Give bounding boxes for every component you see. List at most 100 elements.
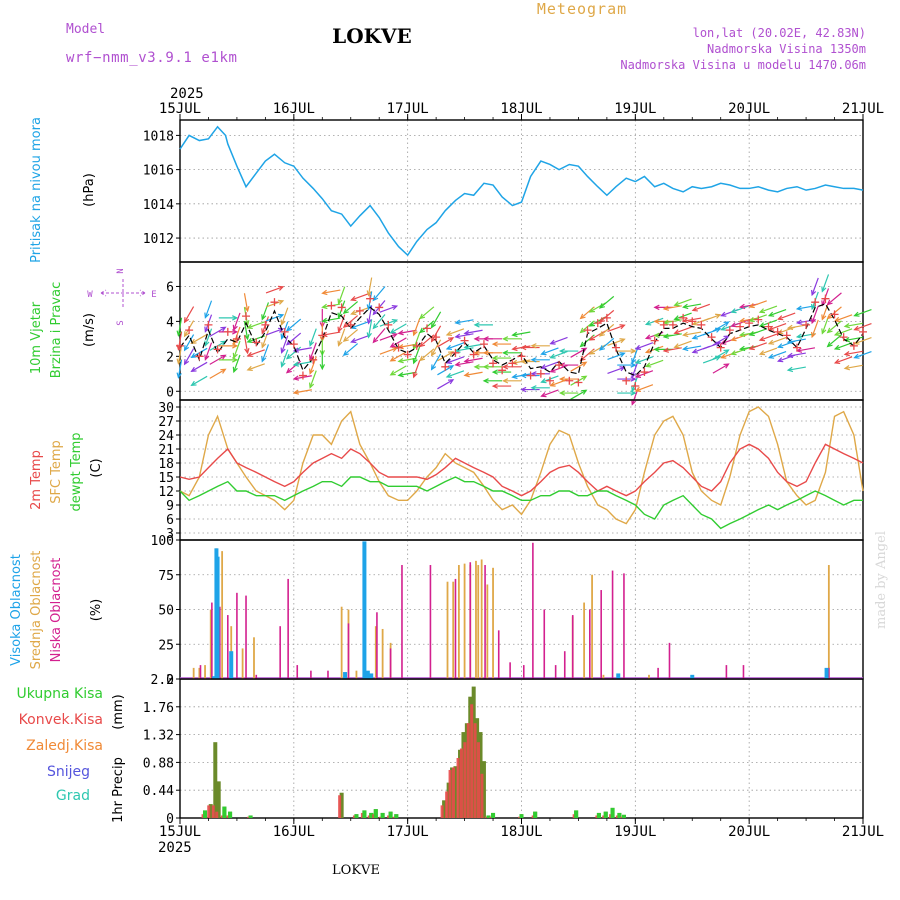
precip-convective-bar bbox=[207, 805, 211, 818]
wind-arrowhead bbox=[520, 372, 527, 379]
wind-arrowhead bbox=[631, 385, 637, 393]
wind-gust-marker bbox=[412, 341, 421, 350]
wind-arrow bbox=[177, 359, 183, 378]
pressure-line bbox=[179, 125, 864, 257]
wind-arrow bbox=[379, 305, 397, 313]
y-tick-label: 1012 bbox=[143, 232, 174, 247]
wind-arrowhead bbox=[520, 386, 527, 393]
y-tick-label: 30 bbox=[158, 401, 174, 416]
wind-arrow bbox=[854, 350, 872, 359]
wind-arrowhead bbox=[220, 354, 227, 360]
wind-arrow bbox=[702, 342, 721, 350]
wind-arrow bbox=[759, 333, 778, 341]
wind-arrowhead bbox=[833, 358, 841, 365]
low-cloud-bar bbox=[623, 573, 625, 679]
wind-arrowhead bbox=[630, 348, 637, 354]
x-tick-label: 17JUL bbox=[387, 101, 429, 117]
y-tick-label: 0 bbox=[166, 673, 174, 688]
mid-cloud-bar bbox=[480, 559, 483, 679]
wind-arrow bbox=[674, 298, 692, 306]
wind-arrowhead bbox=[366, 318, 372, 325]
wind-arrow bbox=[589, 302, 606, 313]
wind-gust-marker bbox=[736, 322, 745, 331]
y-tick-label: 0 bbox=[166, 812, 174, 827]
legend-hail: Grad bbox=[56, 788, 90, 804]
wind-arrowhead bbox=[581, 361, 588, 367]
y-tick-label: 2 bbox=[166, 350, 174, 365]
y-tick-label: 6 bbox=[166, 513, 174, 528]
y-tick-label: 12 bbox=[158, 485, 174, 500]
wind-arrow bbox=[446, 356, 465, 364]
wind-gust-marker bbox=[375, 303, 384, 312]
wind-arrowhead bbox=[730, 322, 737, 328]
wind-arrowhead bbox=[389, 328, 396, 334]
wind-gust-marker bbox=[574, 378, 583, 387]
wind-arrowhead bbox=[786, 324, 794, 331]
wind-arrowhead bbox=[558, 348, 566, 354]
wind-arrowhead bbox=[220, 326, 227, 332]
wind-arrow bbox=[834, 342, 853, 350]
wind-arrow bbox=[811, 305, 819, 324]
wind-arrow bbox=[243, 293, 249, 312]
wind-arrow bbox=[343, 301, 359, 314]
wind-arrowhead bbox=[682, 331, 689, 338]
wind-arrow bbox=[821, 302, 830, 320]
y-tick-label: 75 bbox=[158, 569, 174, 584]
wind-arrow bbox=[712, 335, 729, 346]
wind-arrowhead bbox=[549, 381, 556, 387]
wind-arrowhead bbox=[811, 289, 817, 297]
precip-total-bar bbox=[481, 761, 486, 818]
low-cloud-bar bbox=[497, 630, 500, 679]
wind-arrowhead bbox=[391, 318, 399, 325]
wind-gust-marker bbox=[650, 336, 659, 345]
wind-arrow bbox=[367, 319, 373, 338]
low-cloud-bar bbox=[236, 592, 238, 679]
wind-arrowhead bbox=[350, 337, 357, 344]
wind-gust-marker bbox=[394, 343, 403, 352]
wind-arrowhead bbox=[372, 323, 379, 330]
wind-arrow bbox=[247, 321, 265, 329]
wind-arrowhead bbox=[758, 322, 766, 328]
wind-gust-marker bbox=[668, 320, 677, 329]
wind-gust-marker bbox=[498, 366, 507, 375]
pressure-unit: (hPa) bbox=[82, 173, 97, 207]
y-tick-label: 15 bbox=[158, 471, 174, 486]
wind-arrow bbox=[413, 359, 421, 378]
wind-arrow bbox=[683, 345, 702, 350]
wind-gust-marker bbox=[270, 298, 279, 307]
y-tick-label: 1.76 bbox=[143, 701, 174, 716]
mid-cloud-bar bbox=[221, 551, 224, 679]
wind-arrow bbox=[351, 293, 369, 301]
mid-cloud-bar bbox=[209, 609, 212, 679]
wind-arrow bbox=[607, 352, 625, 360]
wind-arrowhead bbox=[833, 316, 841, 323]
wind-gust-marker bbox=[366, 294, 375, 303]
wind-gust-marker bbox=[602, 313, 611, 322]
wind-arrowhead bbox=[634, 358, 642, 364]
wind-arrowhead bbox=[244, 334, 250, 341]
wind-arrow bbox=[265, 328, 284, 336]
wind-arrow bbox=[437, 351, 454, 362]
wind-arrowhead bbox=[634, 372, 642, 378]
precip-panel: 0 0.44 0.88 1.32 1.76 2.2 bbox=[143, 673, 864, 827]
wind-arrowhead bbox=[491, 369, 498, 375]
wind-arrowhead bbox=[581, 389, 588, 395]
wind-arrowhead bbox=[811, 303, 817, 311]
wind-arrow bbox=[372, 286, 386, 301]
wind-arrow bbox=[541, 389, 559, 397]
mid-cloud-bar bbox=[452, 581, 455, 679]
sfc-ylabel: SFC Temp bbox=[49, 440, 64, 504]
wind-arrowhead bbox=[558, 376, 566, 382]
low-cloud-bar bbox=[279, 626, 281, 679]
wind-arrow bbox=[759, 305, 778, 313]
wind-arrow bbox=[431, 339, 442, 356]
credit-text: made by Angel bbox=[874, 531, 889, 629]
wind-arrowhead bbox=[342, 308, 349, 315]
wind-arrow bbox=[247, 363, 265, 371]
wind-arrow bbox=[367, 277, 373, 296]
wind-arrowhead bbox=[447, 365, 455, 371]
wind-arrowhead bbox=[337, 298, 343, 305]
precip-light-bar bbox=[388, 811, 393, 818]
wind-arrow bbox=[204, 300, 213, 318]
wind-arrow bbox=[811, 319, 819, 338]
